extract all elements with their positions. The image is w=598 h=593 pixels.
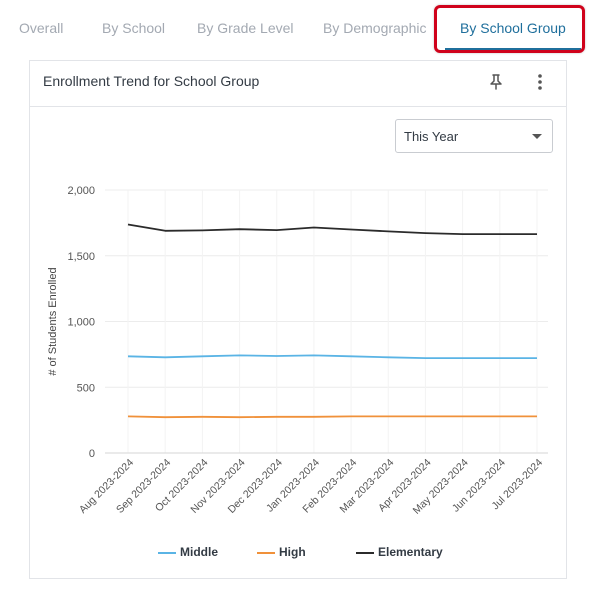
- y-axis-title: # of Students Enrolled: [47, 267, 59, 375]
- card-header: Enrollment Trend for School Group: [30, 61, 566, 107]
- y-tick-label: 500: [77, 382, 95, 394]
- tab-by-school-group[interactable]: By School Group: [460, 20, 566, 36]
- card-title: Enrollment Trend for School Group: [43, 73, 260, 89]
- period-select-value: This Year: [404, 129, 459, 144]
- tab-by-grade-level[interactable]: By Grade Level: [197, 20, 294, 36]
- legend-label-high: High: [279, 545, 306, 559]
- legend-swatch-middle: [158, 552, 176, 554]
- more-vertical-icon[interactable]: [532, 72, 548, 92]
- period-select[interactable]: This Year: [395, 119, 553, 153]
- series-line-high: [127, 415, 537, 419]
- legend-label-middle: Middle: [180, 545, 218, 559]
- legend-label-elementary: Elementary: [378, 545, 443, 559]
- y-tick-label: 0: [89, 448, 95, 460]
- tab-overall[interactable]: Overall: [19, 20, 64, 36]
- series-line-middle: [127, 354, 537, 360]
- enrollment-trend-card: Enrollment Trend for School Group This Y…: [29, 60, 567, 579]
- series-line-elementary: [127, 223, 537, 236]
- legend-swatch-elementary: [356, 552, 374, 554]
- legend-swatch-high: [257, 552, 275, 554]
- tab-by-school[interactable]: By School: [102, 20, 166, 36]
- tab-by-demographic[interactable]: By Demographic: [323, 20, 427, 36]
- tab-bar: Overall By School By Grade Level By Demo…: [0, 0, 598, 60]
- tab-highlight-annotation: [434, 5, 585, 53]
- y-tick-label: 2,000: [67, 185, 95, 197]
- y-tick-label: 1,000: [67, 317, 95, 329]
- active-tab-indicator: [445, 48, 581, 51]
- y-tick-label: 1,500: [67, 251, 95, 263]
- chevron-down-icon: [532, 134, 542, 139]
- pin-icon[interactable]: [488, 72, 504, 92]
